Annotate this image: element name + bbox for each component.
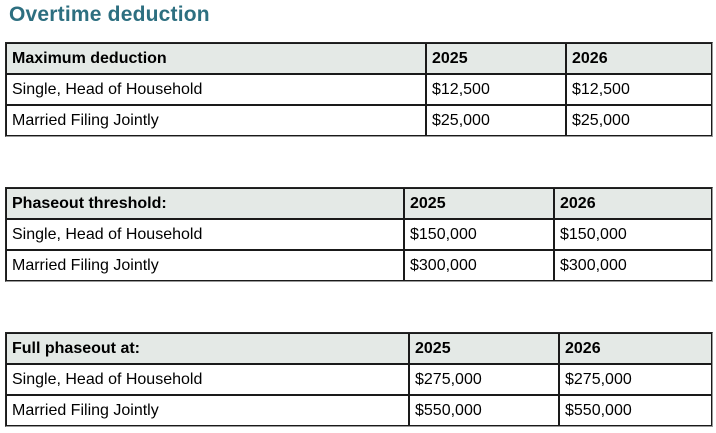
header-2026-cell: 2026 [554,188,712,219]
value-cell-2026: $150,000 [554,219,712,250]
value-cell-2026: $550,000 [559,395,712,426]
table-header-row: Phaseout threshold: 2025 2026 [6,188,712,219]
header-2025-cell: 2025 [409,333,559,364]
row-label-cell: Married Filing Jointly [6,250,404,281]
table-row: Married Filing Jointly $300,000 $300,000 [6,250,712,281]
header-label-cell: Full phaseout at: [6,333,409,364]
row-label-cell: Single, Head of Household [6,74,426,105]
value-cell-2026: $300,000 [554,250,712,281]
table-row: Single, Head of Household $150,000 $150,… [6,219,712,250]
table-row: Single, Head of Household $12,500 $12,50… [6,74,712,105]
header-2025-cell: 2025 [426,43,566,74]
value-cell-2025: $150,000 [404,219,554,250]
value-cell-2025: $275,000 [409,364,559,395]
table-row: Single, Head of Household $275,000 $275,… [6,364,712,395]
header-label-cell: Phaseout threshold: [6,188,404,219]
row-label-cell: Married Filing Jointly [6,395,409,426]
table-header-row: Full phaseout at: 2025 2026 [6,333,712,364]
value-cell-2025: $300,000 [404,250,554,281]
page-title: Overtime deduction [9,3,210,26]
value-cell-2025: $550,000 [409,395,559,426]
value-cell-2026: $275,000 [559,364,712,395]
value-cell-2025: $12,500 [426,74,566,105]
value-cell-2026: $25,000 [566,105,712,136]
maximum-deduction-table: Maximum deduction 2025 2026 Single, Head… [5,42,713,137]
table-row: Married Filing Jointly $550,000 $550,000 [6,395,712,426]
full-phaseout-table: Full phaseout at: 2025 2026 Single, Head… [5,332,713,427]
phaseout-threshold-table: Phaseout threshold: 2025 2026 Single, He… [5,187,713,282]
value-cell-2025: $25,000 [426,105,566,136]
row-label-cell: Single, Head of Household [6,219,404,250]
table-header-row: Maximum deduction 2025 2026 [6,43,712,74]
header-label-cell: Maximum deduction [6,43,426,74]
header-2025-cell: 2025 [404,188,554,219]
row-label-cell: Single, Head of Household [6,364,409,395]
value-cell-2026: $12,500 [566,74,712,105]
table-row: Married Filing Jointly $25,000 $25,000 [6,105,712,136]
row-label-cell: Married Filing Jointly [6,105,426,136]
page: Overtime deduction Maximum deduction 202… [0,3,716,427]
header-2026-cell: 2026 [559,333,712,364]
header-2026-cell: 2026 [566,43,712,74]
